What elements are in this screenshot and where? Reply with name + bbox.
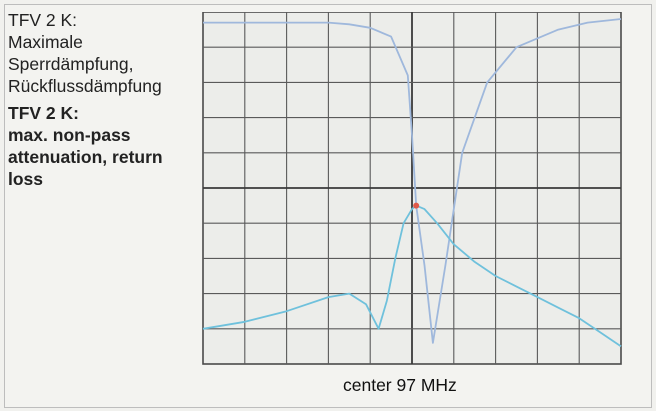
marker-point xyxy=(413,202,420,209)
caption-english: TFV 2 K: max. non-pass attenuation, retu… xyxy=(8,102,188,190)
caption-english-text: max. non-pass attenuation, return loss xyxy=(8,125,163,189)
x-axis-label: center 97 MHz xyxy=(343,375,457,395)
caption-german-text: Maximale Sperrdämpfung, Rückflussdämpfun… xyxy=(8,32,162,96)
caption-german: TFV 2 K: Maximale Sperrdämpfung, Rückflu… xyxy=(8,9,188,97)
caption: TFV 2 K: Maximale Sperrdämpfung, Rückflu… xyxy=(8,9,188,190)
analyzer-screen xyxy=(193,12,650,404)
analyzer-plot xyxy=(202,12,622,365)
caption-german-title: TFV 2 K: xyxy=(8,10,78,30)
caption-english-title: TFV 2 K: xyxy=(8,103,79,123)
transmission-trace xyxy=(203,18,622,344)
